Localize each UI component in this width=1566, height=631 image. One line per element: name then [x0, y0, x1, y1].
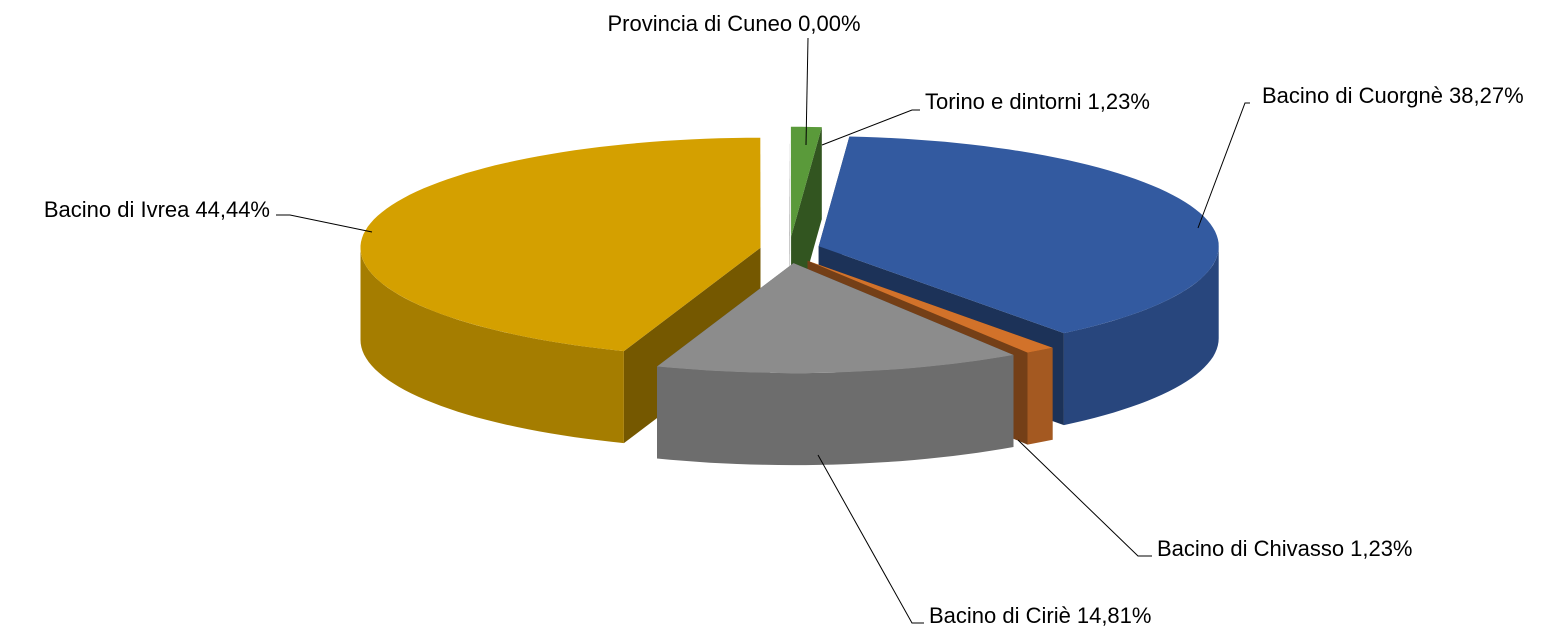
slice-wall: [1027, 347, 1053, 445]
data-label: Bacino di Chivasso 1,23%: [1157, 536, 1413, 561]
data-label: Bacino di Ivrea 44,44%: [44, 197, 270, 222]
slice-top: [360, 137, 761, 352]
data-label: Provincia di Cuneo 0,00%: [607, 11, 860, 36]
slice-top: [818, 136, 1219, 334]
leader-line: [805, 37, 809, 146]
slice-top: [657, 263, 1014, 374]
label-value: 1,23%: [1350, 536, 1412, 561]
label-category: Bacino di Cuorgnè: [1262, 83, 1443, 108]
leader-line: [821, 109, 920, 146]
data-label: Torino e dintorni 1,23%: [925, 89, 1150, 114]
label-category: Bacino di Chivasso: [1157, 536, 1344, 561]
leader-line: [1197, 102, 1250, 229]
label-value: 38,27%: [1449, 83, 1524, 108]
data-label: Bacino di Cuorgnè 38,27%: [1262, 83, 1524, 108]
leader-line: [817, 454, 924, 624]
label-value: 14,81%: [1077, 603, 1152, 628]
label-value: 44,44%: [195, 197, 270, 222]
label-value: 0,00%: [798, 11, 860, 36]
slice-wall: [1063, 246, 1219, 426]
label-category: Bacino di Ciriè: [929, 603, 1071, 628]
slice-wall: [360, 247, 624, 444]
label-category: Provincia di Cuneo: [607, 11, 792, 36]
label-value: 1,23%: [1088, 89, 1150, 114]
slice-top: [807, 260, 1053, 353]
label-category: Bacino di Ivrea: [44, 197, 190, 222]
label-category: Torino e dintorni: [925, 89, 1082, 114]
slice: [657, 263, 1014, 466]
slice-wall: [657, 355, 1014, 466]
slice-top: [790, 126, 822, 237]
leader-line: [276, 214, 373, 233]
leader-line: [1017, 439, 1152, 557]
data-label: Bacino di Ciriè 14,81%: [929, 603, 1151, 628]
